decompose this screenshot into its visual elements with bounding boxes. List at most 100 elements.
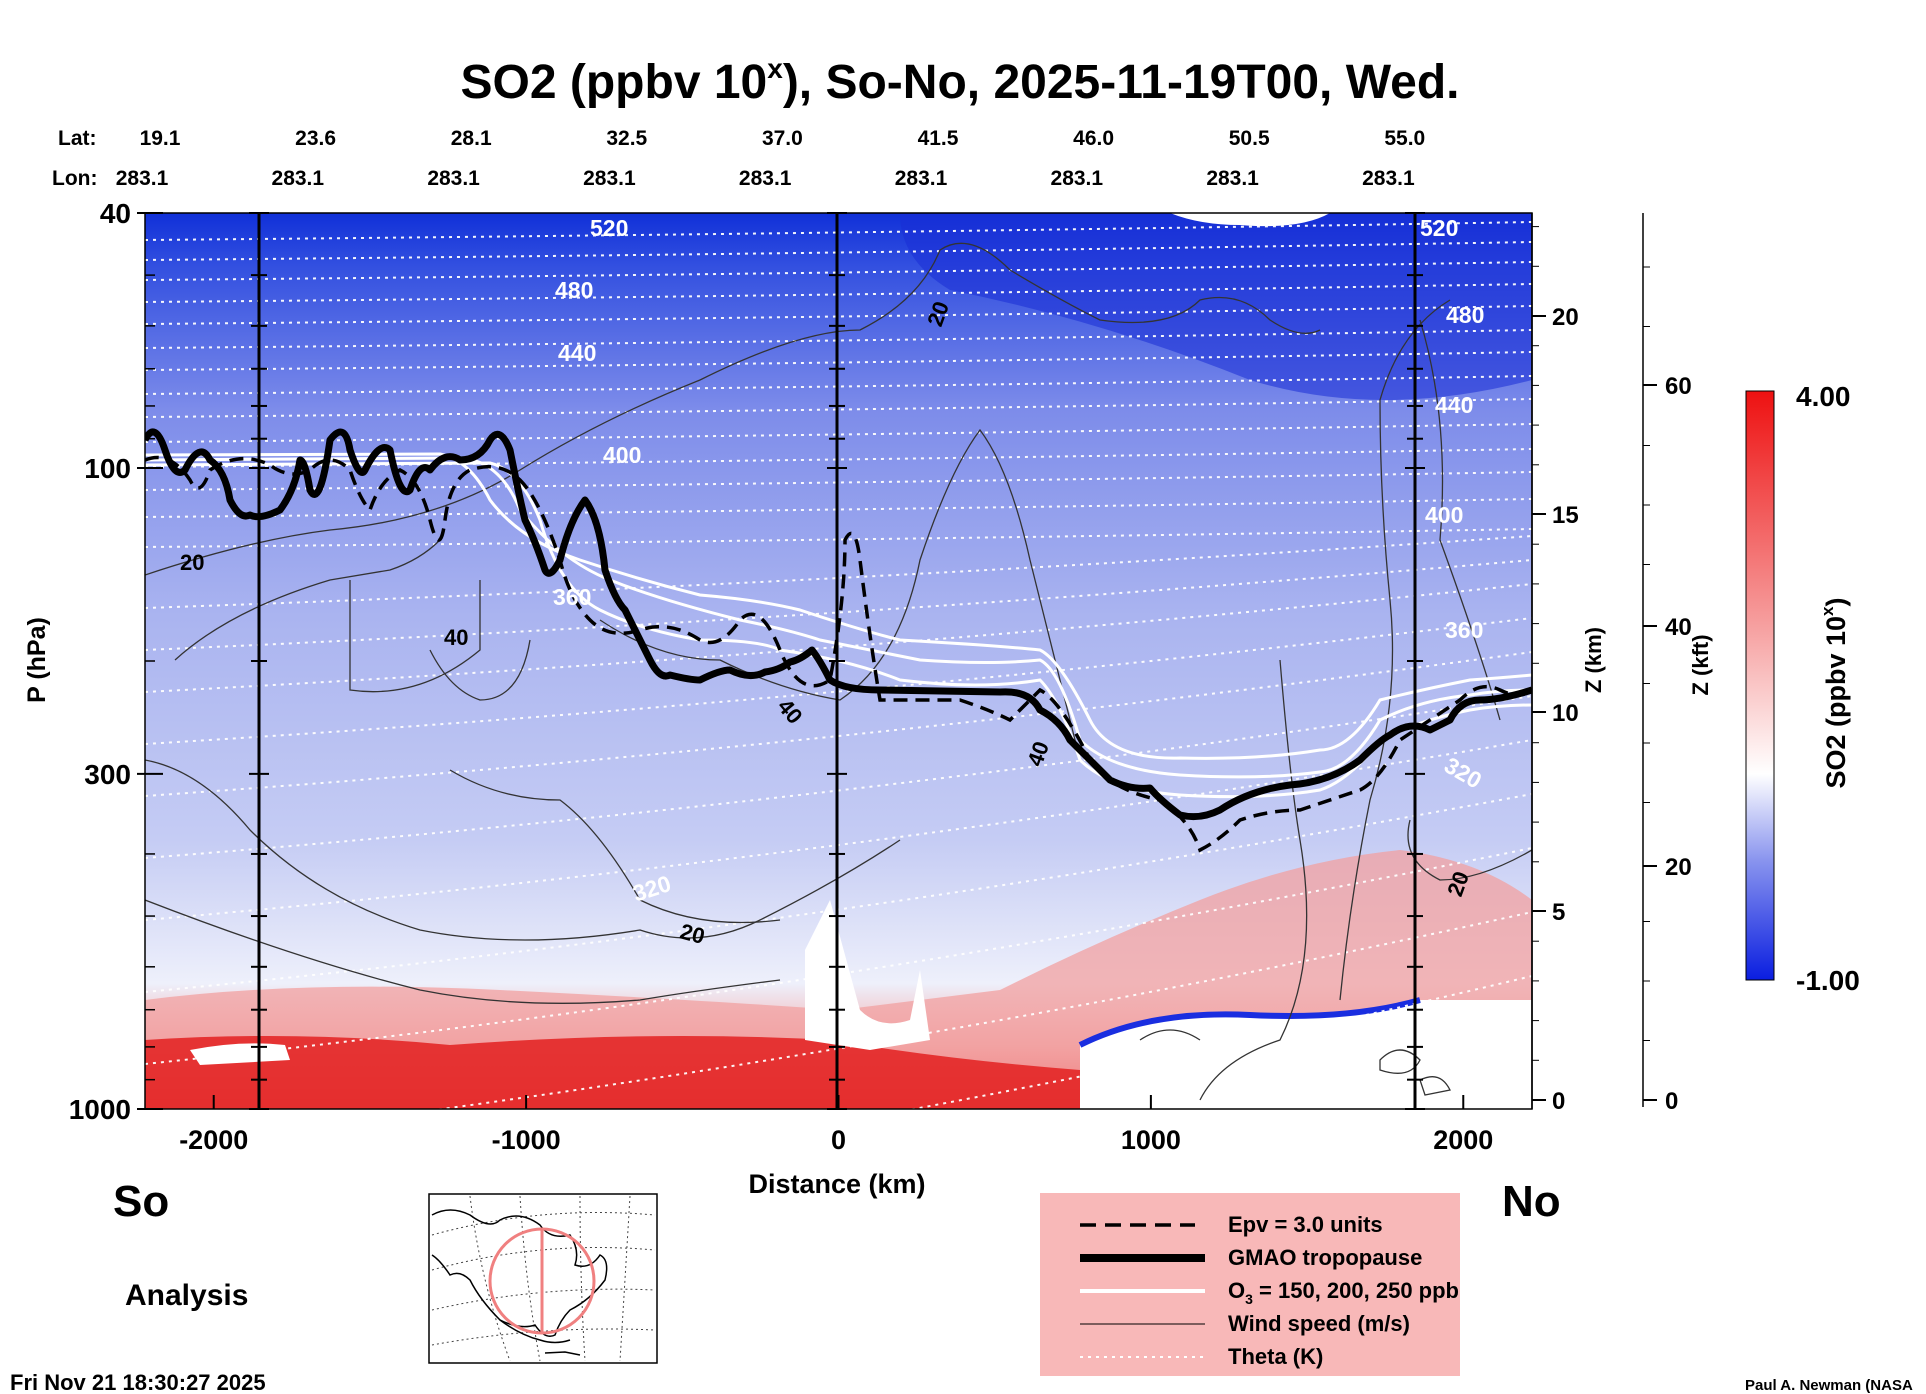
theta-label: 520 [590,215,628,241]
y-tick-label: 1000 [69,1094,131,1125]
wind-contour [145,899,781,1004]
colorbar [1745,390,1775,981]
lat-tick-label: 23.6 [295,127,336,150]
wind-contour [1419,1076,1451,1096]
legend-label-ozone: O3 = 150, 200, 250 ppb [1228,1278,1459,1307]
so2-white-patch [1080,1000,1532,1109]
wind-contour [174,539,441,661]
epv-contour [145,455,1532,853]
lon-tick-label: 283.1 [1051,167,1104,190]
theta-label: 440 [1435,392,1473,418]
x-tick-label: -2000 [179,1125,248,1155]
colorbar-label: SO2 (ppbv 10x) [1818,597,1851,788]
lon-tick-label: 283.1 [1362,167,1415,190]
wind-contour [1419,319,1501,721]
wind-label: 20 [180,550,204,575]
theta-labels: 520 480 440 400 360 320 520 480 440 400 … [553,215,1486,907]
z-km-tick-label: 5 [1552,899,1565,926]
lon-tick-label: 283.1 [1206,167,1259,190]
wind-contour [349,580,481,693]
z-km-tick-label: 0 [1552,1088,1565,1115]
y-tick-label: 40 [100,198,131,229]
wind-contour [145,759,901,941]
wind-contour [1139,1029,1201,1041]
gmao-tropopause [145,428,1532,821]
z-km-label: Z (km) [1581,627,1606,693]
theta-label: 400 [1425,502,1463,528]
y-axis: 40 100 300 1000 [69,198,163,1125]
wind-label: 40 [444,625,468,650]
lat-label: Lat: [58,127,97,150]
theta-label: 480 [1446,302,1484,328]
credit: Paul A. Newman (NASA [1745,1377,1913,1394]
wind-contour [429,639,531,701]
map-coastline [431,1209,608,1337]
wind-contour [1379,1049,1421,1074]
y-tick-label: 100 [84,453,131,484]
z-kft-tick-label: 0 [1665,1088,1678,1115]
x-tick-label: 1000 [1121,1125,1181,1155]
z-km-axis: 0 5 10 15 20 [1531,213,1579,1115]
colorbar-max-label: 4.00 [1796,381,1851,412]
colorbar-min-label: -1.00 [1796,965,1860,996]
wind-contour [145,242,1321,576]
lon-label: Lon: [52,167,97,190]
lon-tick-label: 283.1 [895,167,948,190]
z-kft-tick-label: 60 [1665,373,1692,400]
so2-white-patch [190,1043,290,1065]
chart-title: SO2 (ppbv 10x), So-No, 2025-11-19T00, We… [460,53,1459,109]
z-km-tick-label: 15 [1552,502,1579,529]
theta-label: 520 [1420,215,1458,241]
z-kft-tick-label: 20 [1665,854,1692,881]
x-axis-label: Distance (km) [748,1169,925,1199]
wind-contour [599,428,1081,761]
ozone-contour-250 [145,452,1532,760]
lat-tick-label: 19.1 [140,127,181,150]
y-tick-label: 300 [84,759,131,790]
z-kft-axis: 0 20 40 60 [1642,213,1692,1115]
lon-tick-label: 283.1 [116,167,169,190]
analysis-label: Analysis [125,1279,248,1312]
north-end-label: No [1502,1177,1561,1226]
wind-speed-contours [145,242,1532,1101]
x-axis: -2000 -1000 0 1000 2000 [179,1095,1493,1155]
so2-high-blue-region [900,213,1532,400]
lat-tick-label: 55.0 [1384,127,1425,150]
theta-label: 440 [558,340,596,366]
z-km-tick-label: 10 [1552,700,1579,727]
lat-tick-label: 37.0 [762,127,803,150]
so2-white-patch [1170,213,1330,227]
x-tick-label: 2000 [1433,1125,1493,1155]
lon-tick-label: 283.1 [739,167,792,190]
legend-label-epv: Epv = 3.0 units [1228,1212,1383,1237]
legend-label-wind: Wind speed (m/s) [1228,1311,1410,1336]
x-tick-label: 0 [831,1125,846,1155]
map-coastline [544,1351,581,1356]
legend-label-tropopause: GMAO tropopause [1228,1245,1422,1270]
lat-tick-label: 46.0 [1073,127,1114,150]
timestamp: Fri Nov 21 18:30:27 2025 [10,1370,266,1394]
lat-tick-label: 28.1 [451,127,492,150]
so2-blue-edge [1078,997,1421,1048]
lon-tick-label: 283.1 [583,167,636,190]
wind-contour [1407,819,1532,881]
wind-contour [1339,299,1451,1001]
theta-label: 360 [1445,617,1483,643]
z-kft-tick-label: 40 [1665,614,1692,641]
south-end-label: So [113,1177,169,1226]
so2-surface-red-region [145,1036,1080,1109]
theta-contour [145,847,1532,1065]
z-kft-label: Z (kft) [1688,634,1713,695]
theta-label: 400 [603,442,641,468]
lon-tick-label: 283.1 [272,167,325,190]
legend-label-theta: Theta (K) [1228,1344,1323,1369]
wind-contour [449,769,781,924]
theta-label: 360 [553,584,591,610]
y-axis-label: P (hPa) [23,617,51,703]
lon-tick-label: 283.1 [427,167,480,190]
theta-contour [145,617,1532,745]
map-coastline [499,1319,571,1344]
lat-tick-label: 41.5 [918,127,959,150]
theta-label: 480 [555,277,593,303]
